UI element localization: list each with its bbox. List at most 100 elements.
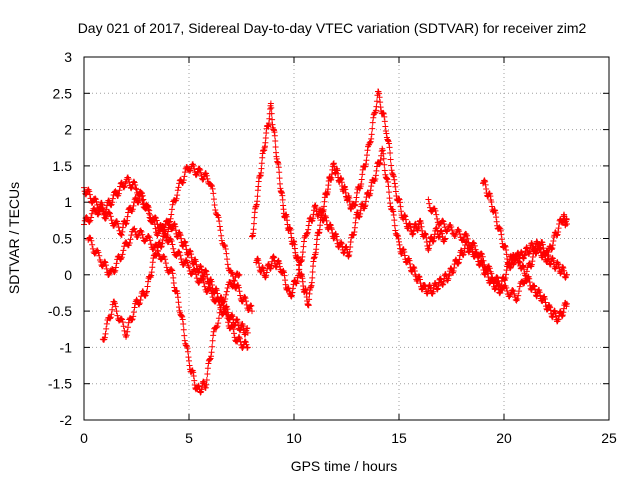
data-point [347, 244, 354, 251]
data-point [215, 214, 222, 221]
data-point [431, 235, 438, 242]
data-point [184, 348, 191, 355]
data-point [377, 104, 384, 111]
data-point [328, 224, 335, 231]
data-point [401, 252, 408, 259]
data-point [391, 176, 398, 183]
data-point [145, 204, 152, 211]
data-point [243, 301, 250, 308]
data-point [406, 257, 413, 264]
data-point [289, 289, 296, 296]
data-point [103, 262, 110, 269]
data-point [427, 284, 434, 291]
data-point [118, 231, 125, 238]
data-point [255, 257, 262, 264]
data-point [559, 313, 566, 320]
data-point [498, 231, 505, 238]
data-point [175, 299, 182, 306]
data-point [136, 195, 143, 202]
data-point [88, 214, 95, 221]
data-point [455, 260, 462, 267]
x-tick-label: 25 [601, 430, 617, 446]
data-point [519, 262, 526, 269]
data-point [112, 303, 119, 310]
data-point [215, 315, 222, 322]
data-point [224, 309, 231, 316]
data-point [119, 316, 126, 323]
data-point [546, 301, 553, 308]
data-point [242, 338, 249, 345]
data-point [272, 138, 279, 145]
y-tick-label: 2 [64, 122, 72, 138]
data-point [236, 271, 243, 278]
data-point [203, 376, 210, 383]
data-point [435, 279, 442, 286]
data-point [105, 271, 112, 278]
data-point [110, 222, 117, 229]
data-point [139, 192, 146, 199]
data-point [313, 205, 320, 212]
data-point [224, 261, 231, 268]
data-point [515, 259, 522, 266]
data-point [268, 104, 275, 111]
data-point [418, 220, 425, 227]
data-point [521, 252, 528, 259]
x-tick-label: 10 [286, 430, 302, 446]
data-point [359, 171, 366, 178]
data-point [247, 303, 254, 310]
data-point [522, 251, 528, 258]
data-point [109, 195, 116, 202]
data-point [478, 250, 485, 257]
data-point [482, 181, 489, 188]
data-point [250, 226, 257, 233]
data-point [136, 301, 143, 308]
data-point [488, 198, 495, 205]
data-point [120, 323, 127, 330]
data-point [177, 230, 184, 237]
data-point [143, 289, 150, 296]
data-point [182, 169, 189, 176]
data-point [145, 233, 152, 240]
data-point [118, 254, 125, 261]
data-point [406, 220, 413, 227]
data-point [397, 203, 404, 210]
data-point [536, 289, 543, 296]
data-point [390, 208, 397, 215]
grid-lines [84, 57, 609, 420]
y-tick-label: -0.5 [48, 303, 72, 319]
data-point [396, 238, 402, 245]
data-point [486, 190, 493, 197]
data-point [450, 268, 457, 275]
data-point [401, 212, 408, 219]
data-point [476, 262, 483, 269]
data-point [210, 190, 217, 197]
data-point [222, 296, 229, 303]
data-point [172, 223, 179, 230]
data-point [318, 211, 325, 218]
data-point [153, 217, 160, 224]
data-point [537, 244, 544, 251]
data-point [541, 295, 548, 302]
data-point [488, 203, 495, 210]
data-point [506, 293, 513, 300]
data-point [464, 235, 471, 242]
data-point [216, 218, 223, 225]
data-point [168, 211, 175, 218]
data-point [118, 179, 125, 186]
data-point [383, 175, 390, 182]
data-point [180, 177, 187, 184]
data-point [356, 213, 363, 220]
data-point [376, 90, 383, 97]
data-point [86, 191, 93, 198]
data-point [445, 275, 452, 282]
data-point [154, 221, 161, 228]
data-point [198, 263, 205, 270]
data-point [121, 243, 128, 250]
data-point [295, 272, 302, 279]
data-point [181, 332, 188, 339]
data-point [120, 247, 127, 254]
data-point [243, 341, 250, 348]
data-point [159, 236, 166, 243]
data-point [514, 295, 521, 302]
data-point [382, 128, 389, 135]
